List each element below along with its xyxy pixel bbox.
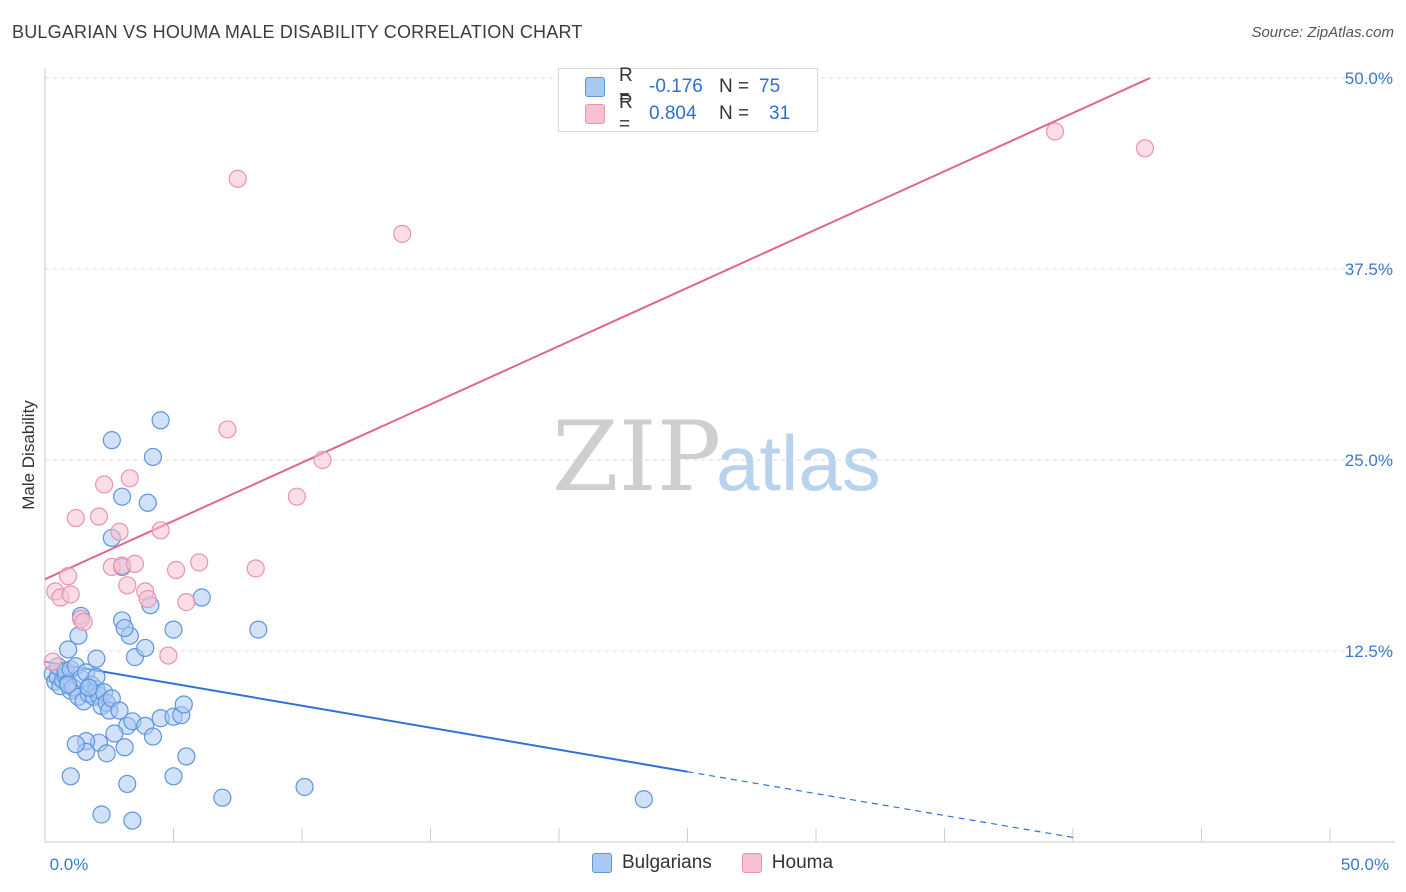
houma-trend-line — [44, 77, 1151, 581]
houma-point — [393, 224, 412, 243]
y-tick-label: 37.5% — [1345, 260, 1393, 279]
series-label-houma: Houma — [771, 852, 834, 873]
bulgarian-point — [192, 588, 211, 607]
series-legend-houma: Houma — [741, 852, 834, 874]
bulgarian-point — [87, 649, 106, 668]
bulgarian-point — [92, 805, 111, 824]
series-legend: Bulgarians Houma — [592, 852, 863, 874]
houma-point — [190, 553, 209, 572]
bulgarian-point — [177, 747, 196, 766]
houma-point — [287, 487, 306, 506]
bulgarian-point — [143, 727, 163, 746]
houma-point — [43, 652, 62, 671]
bulgarian-point — [59, 675, 78, 694]
bulgarian-point — [164, 767, 183, 786]
series-legend-bulgarians: Bulgarians — [592, 852, 712, 874]
series-swatch-pink — [741, 853, 762, 873]
y-tick-label: 50.0% — [1345, 69, 1393, 88]
bulgarian-point — [110, 701, 129, 720]
houma-point — [74, 612, 93, 632]
houma-point — [1135, 139, 1155, 158]
x-tick-label-min: 0.0% — [50, 855, 89, 874]
stats-legend: R = -0.176 N = 75 R = 0.804 N = 31 — [558, 65, 818, 135]
bulgarian-point — [97, 744, 116, 763]
houma-point — [313, 450, 332, 470]
bulgarian-point — [123, 811, 142, 830]
houma-point — [118, 576, 137, 595]
legend-r-value: 0.804 — [649, 103, 697, 124]
watermark: ZIP atlas — [552, 401, 881, 513]
bulgarian-point — [66, 735, 85, 754]
axes — [44, 68, 1395, 843]
watermark-atlas: atlas — [716, 419, 881, 507]
y-axis-label: Male Disability — [19, 400, 38, 510]
y-tick-label: 12.5% — [1345, 642, 1393, 661]
bulgarian-point — [164, 620, 183, 639]
houma-point — [61, 585, 80, 604]
watermark-zip: ZIP — [552, 401, 721, 513]
legend-n-value: 31 — [769, 103, 791, 124]
bulgarian-point — [59, 640, 78, 659]
houma-point — [151, 521, 170, 540]
houma-point — [166, 560, 186, 580]
tick-labels: 12.5% 25.0% 37.5% 50.0% 0.0% 50.0% — [50, 69, 1393, 874]
source-label: Source: ZipAtlas.com — [1251, 24, 1394, 41]
bulgarian-point — [151, 411, 170, 430]
bulgarian-point — [112, 487, 132, 506]
houma-point — [177, 593, 196, 612]
data-points — [43, 122, 1155, 830]
houma-point — [89, 507, 109, 526]
bulgarian-point — [634, 790, 653, 809]
legend-n-label: N = — [719, 103, 750, 124]
bulgarian-trend-line — [44, 660, 688, 773]
bulgarian-point — [105, 724, 124, 743]
bulgarian-point — [102, 431, 121, 450]
houma-point — [159, 646, 178, 665]
bulgarian-point — [213, 788, 232, 807]
legend-n-value: 75 — [759, 76, 781, 97]
houma-point — [246, 559, 265, 578]
bulgarian-point — [115, 618, 134, 638]
bulgarian-point — [136, 638, 155, 658]
legend-row-bulgarians: R = -0.176 N = 75 — [585, 65, 781, 108]
bulgarian-point — [118, 774, 137, 794]
legend-n-label: N = — [719, 76, 750, 97]
houma-point — [120, 469, 139, 488]
legend-swatch-pink — [585, 104, 605, 124]
bulgarian-point — [295, 777, 314, 797]
chart-title: BULGARIAN VS HOUMA MALE DISABILITY CORRE… — [12, 22, 583, 42]
houma-point — [138, 589, 157, 609]
series-swatch-blue — [592, 853, 612, 873]
legend-r-label: R = — [619, 92, 633, 135]
legend-r-value: -0.176 — [649, 76, 703, 97]
houma-point — [95, 475, 114, 494]
houma-point — [228, 169, 247, 188]
legend-row-houma: R = 0.804 N = 31 — [585, 92, 791, 135]
bulgarian-point — [143, 447, 163, 467]
bulgarian-point — [249, 620, 268, 639]
series-label-bulgarians: Bulgarians — [622, 852, 712, 873]
x-tick-label-max: 50.0% — [1341, 855, 1389, 874]
legend-r-label: R = — [619, 65, 633, 108]
bulgarian-point — [174, 695, 193, 714]
houma-point — [66, 508, 85, 528]
legend-swatch-blue — [585, 77, 605, 97]
houma-point — [110, 522, 129, 541]
bulgarian-point — [79, 678, 98, 697]
bulgarian-trend-extension — [687, 771, 1074, 839]
trend-lines — [44, 77, 1151, 839]
houma-point — [59, 567, 78, 586]
bulgarian-point — [61, 767, 80, 786]
houma-point — [125, 554, 145, 574]
houma-point — [218, 420, 237, 439]
bulgarian-point — [115, 738, 134, 757]
y-tick-label: 25.0% — [1345, 451, 1393, 470]
houma-point — [1045, 122, 1065, 141]
bulgarian-point — [138, 493, 157, 512]
